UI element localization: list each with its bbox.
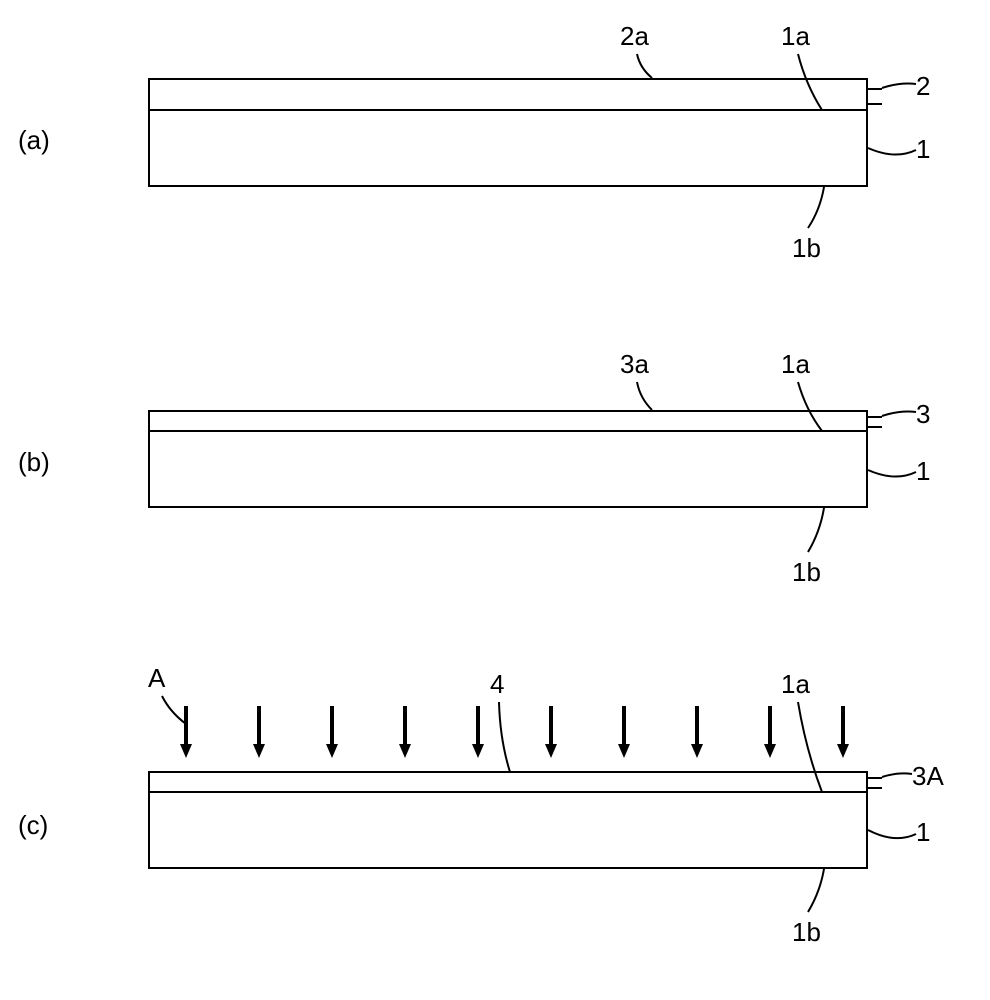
- ref-label-1: 1: [916, 456, 930, 486]
- diagram-canvas: (a) (b) (c) 1 2 2a 1a 1b 1 3 3a 1a 1b 1 4 A 1a 3A 1b: [0, 0, 990, 1000]
- ref-label-1b: 1b: [792, 233, 821, 263]
- ref-label-1a: 1a: [781, 21, 810, 51]
- ref-label-1a: 1a: [781, 349, 810, 379]
- ref-label-2a: 2a: [620, 21, 649, 51]
- ref-label-1: 1: [916, 134, 930, 164]
- ref-label-1b: 1b: [792, 917, 821, 947]
- panel-a-top-layer: [148, 78, 868, 111]
- panel-label-a: (a): [18, 125, 50, 156]
- panel-label-b: (b): [18, 447, 50, 478]
- panel-c-top-layer: [148, 771, 868, 793]
- ref-label-3: 3: [916, 399, 930, 429]
- ref-label-1b: 1b: [792, 557, 821, 587]
- panel-c-substrate: [148, 791, 868, 869]
- panel-b-substrate: [148, 430, 868, 508]
- ref-label-3A: 3A: [912, 761, 944, 791]
- panel-b-top-layer: [148, 410, 868, 432]
- ref-label-4: 4: [490, 669, 504, 699]
- ref-label-1: 1: [916, 817, 930, 847]
- panel-a-substrate: [148, 109, 868, 187]
- panel-label-c: (c): [18, 810, 48, 841]
- ref-label-A: A: [148, 663, 166, 693]
- ref-label-1a: 1a: [781, 669, 810, 699]
- ref-label-2: 2: [916, 71, 930, 101]
- ref-label-3a: 3a: [620, 349, 649, 379]
